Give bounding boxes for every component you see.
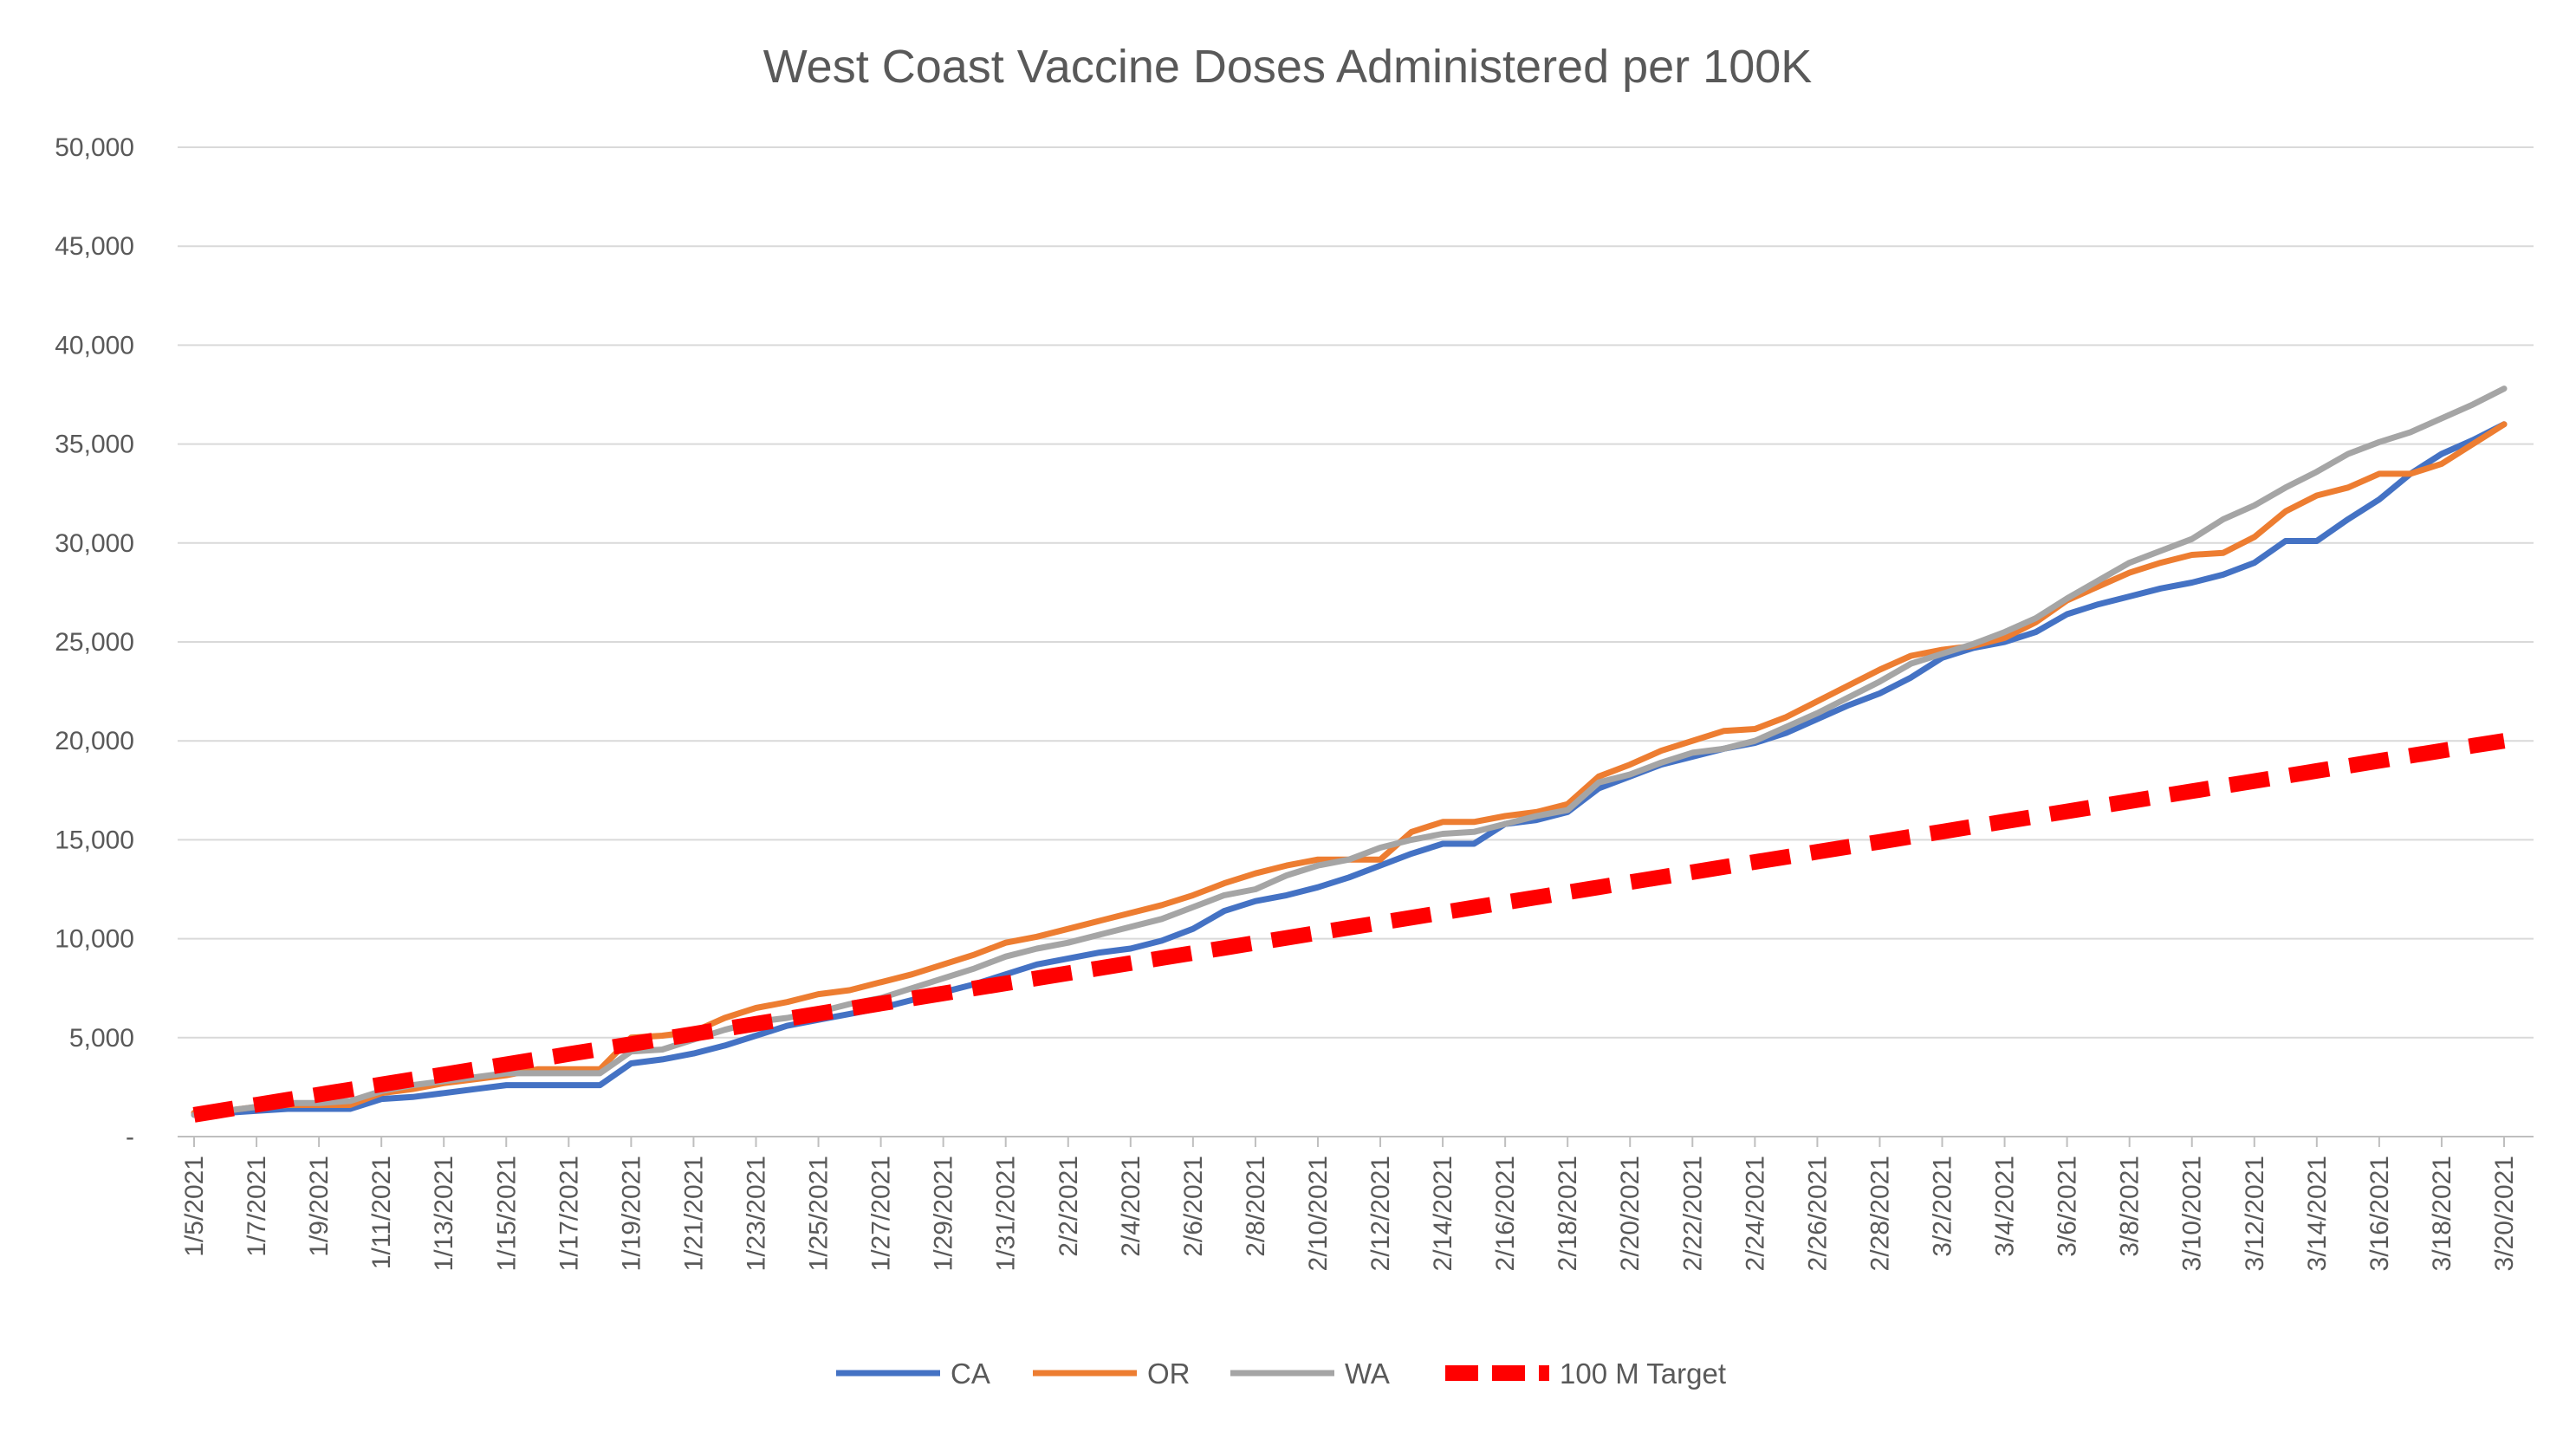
x-tick-label: 2/22/2021 [1678,1156,1707,1271]
x-tick-label: 1/15/2021 [492,1156,521,1271]
x-tick-label: 2/18/2021 [1554,1156,1582,1271]
x-tick-label: 2/8/2021 [1242,1156,1270,1257]
series-line-ca [191,421,2508,1118]
x-tick-label: 2/20/2021 [1616,1156,1645,1271]
x-tick-label: 3/10/2021 [2178,1156,2207,1271]
x-tick-label: 1/19/2021 [617,1156,646,1271]
x-tick-label: 1/9/2021 [305,1156,334,1257]
y-tick-label: 20,000 [55,727,134,755]
x-tick-label: 3/18/2021 [2428,1156,2456,1271]
y-tick-label: 10,000 [55,925,134,954]
x-tick-label: 2/6/2021 [1179,1156,1208,1257]
y-tick-label: - [126,1123,134,1151]
x-tick-label: 1/13/2021 [430,1156,458,1271]
y-tick-label: 35,000 [55,431,134,459]
legend-label-wa: WA [1345,1357,1390,1390]
x-tick-label: 3/20/2021 [2490,1156,2519,1271]
legend-label-or: OR [1147,1357,1191,1390]
x-axis-tick-labels: 1/5/2021 1/7/2021 1/9/2021 1/11/2021 1/13/20… [180,1156,2519,1271]
x-tick-label: 3/4/2021 [1991,1156,2020,1257]
y-tick-label: 25,000 [55,628,134,657]
legend-label-ca: CA [951,1357,990,1390]
x-tick-label: 2/26/2021 [1803,1156,1832,1271]
x-tick-label: 1/11/2021 [367,1156,396,1269]
legend: CA OR WA 100 M Target [836,1357,1726,1390]
x-tick-label: 2/24/2021 [1741,1156,1769,1271]
x-tick-label: 2/14/2021 [1429,1156,1457,1271]
series-line-wa [191,386,2508,1118]
x-tick-label: 2/2/2021 [1054,1156,1083,1257]
x-tick-label: 3/6/2021 [2054,1156,2082,1257]
x-tick-label: 3/12/2021 [2241,1156,2269,1271]
x-tick-label: 2/4/2021 [1117,1156,1145,1257]
y-tick-label: 5,000 [69,1024,134,1053]
x-tick-label: 1/31/2021 [992,1156,1021,1271]
x-tick-label: 1/5/2021 [180,1156,209,1257]
series-lines [191,386,2508,1123]
legend-label-100-m-target: 100 M Target [1560,1357,1726,1390]
y-tick-label: 40,000 [55,331,134,360]
x-tick-label: 1/25/2021 [805,1156,834,1271]
y-tick-label: 15,000 [55,826,134,854]
x-tick-label: 1/29/2021 [930,1156,958,1271]
x-tick-label: 2/16/2021 [1491,1156,1520,1271]
x-tick-label: 3/14/2021 [2303,1156,2332,1271]
series-line-100-m-target [192,733,2506,1123]
y-tick-label: 50,000 [55,133,134,162]
gridlines [178,146,2534,1039]
x-tick-label: 2/12/2021 [1366,1156,1395,1271]
x-tick-label: 3/2/2021 [1929,1156,1957,1257]
x-axis [178,1136,2534,1147]
y-tick-label: 30,000 [55,529,134,558]
x-tick-label: 1/17/2021 [555,1156,583,1271]
x-tick-label: 2/28/2021 [1865,1156,1894,1271]
x-tick-label: 1/23/2021 [742,1156,770,1271]
y-tick-label: 45,000 [55,232,134,261]
x-tick-label: 2/10/2021 [1304,1156,1333,1271]
y-axis-tick-labels: - 5,000 10,000 15,000 20,000 25,000 30,000 35,0… [55,133,134,1151]
x-tick-label: 3/8/2021 [2116,1156,2145,1257]
x-tick-label: 1/27/2021 [867,1156,896,1271]
x-tick-label: 1/7/2021 [243,1156,271,1257]
x-tick-label: 3/16/2021 [2365,1156,2394,1271]
chart-title: West Coast Vaccine Doses Administered pe… [763,41,1813,93]
x-tick-label: 1/21/2021 [679,1156,708,1271]
